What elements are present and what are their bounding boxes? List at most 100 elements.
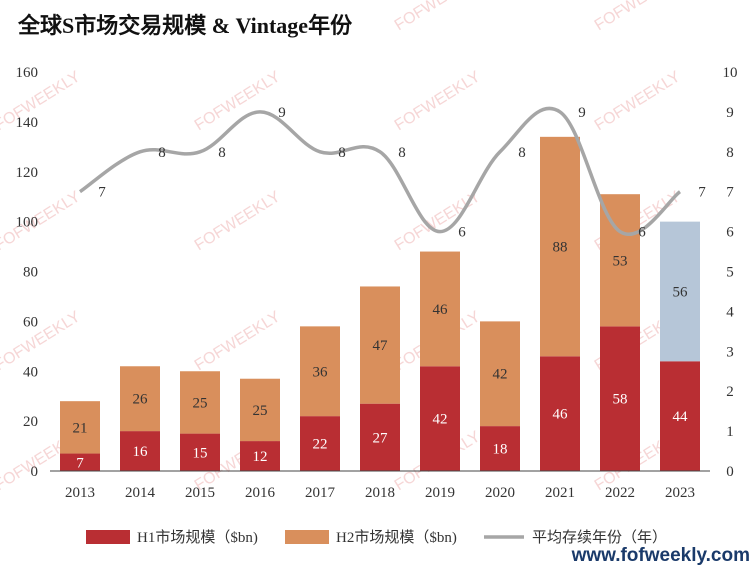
legend-swatch-h1 [86, 530, 130, 544]
x-tick-label: 2014 [125, 485, 156, 501]
line-point-label: 6 [458, 225, 466, 241]
y-left-tick-label: 100 [16, 215, 39, 231]
bar-h1-2020 [480, 426, 520, 471]
bar-h2-2023 [660, 221, 700, 362]
bar-label: 21 [73, 420, 88, 436]
line-point-label: 8 [218, 145, 226, 161]
y-left-tick-label: 140 [16, 115, 39, 131]
y-left-tick-label: 160 [16, 65, 39, 81]
bar-h1-2014 [120, 431, 160, 471]
bar-h2-2019 [420, 251, 460, 367]
line-point-label: 9 [278, 105, 286, 121]
bar-label: 47 [373, 338, 389, 354]
y-left-tick-label: 20 [23, 414, 38, 430]
watermark-text: FOFWEEKLY [192, 308, 284, 374]
bar-label: 12 [253, 449, 268, 465]
bar-h2-2021 [540, 136, 580, 357]
watermark-text: FOFWEEKLY [0, 308, 84, 374]
legend-label-line: 平均存续年份（年） [532, 529, 667, 546]
bar-label: 25 [253, 403, 268, 419]
x-tick-label: 2018 [365, 485, 395, 501]
watermark-text: FOFWEEKLY [592, 68, 684, 134]
line-point-label: 8 [338, 145, 346, 161]
x-tick-label: 2021 [545, 485, 575, 501]
x-tick-label: 2020 [485, 485, 515, 501]
x-tick-label: 2016 [245, 485, 276, 501]
x-tick-label: 2023 [665, 485, 695, 501]
line-point-label: 8 [518, 145, 526, 161]
bar-label: 15 [193, 445, 208, 461]
y-right-tick-label: 7 [726, 185, 734, 201]
y-right-tick-label: 3 [726, 344, 734, 360]
bar-h1-2017 [300, 416, 340, 471]
y-right-tick-label: 10 [723, 65, 738, 81]
bar-label: 36 [313, 364, 329, 380]
bar-label: 25 [193, 395, 208, 411]
bar-h1-2013 [60, 453, 100, 471]
line-point-label: 8 [398, 145, 406, 161]
bar-label: 46 [433, 302, 449, 318]
watermark-text: FOFWEEKLY [392, 68, 484, 134]
watermark-text: FOFWEEKLY [392, 0, 484, 34]
bars-layer: 7211626152512252236274742461842468858534… [60, 136, 700, 471]
bar-h1-2021 [540, 356, 580, 471]
bar-label: 53 [613, 253, 628, 269]
bar-h1-2023 [660, 361, 700, 471]
y-left-tick-label: 80 [23, 265, 38, 281]
bar-h2-2020 [480, 321, 520, 427]
bar-label: 42 [433, 412, 448, 428]
legend-label-h1: H1市场规模（$bn) [137, 529, 258, 546]
y-right-tick-label: 8 [726, 145, 734, 161]
bar-h1-2015 [180, 433, 220, 471]
bar-h1-2022 [600, 326, 640, 471]
y-right-tick-label: 1 [726, 424, 734, 440]
x-tick-label: 2019 [425, 485, 455, 501]
legend-label-h2: H2市场规模（$bn) [336, 529, 457, 546]
x-tick-label: 2015 [185, 485, 215, 501]
legend-swatch-h2 [285, 530, 329, 544]
watermark-text: FOFWEEKLY [592, 0, 684, 34]
bar-label: 18 [493, 442, 508, 458]
bar-label: 42 [493, 367, 508, 383]
bar-label: 27 [373, 430, 389, 446]
y-right-tick-label: 2 [726, 384, 734, 400]
bar-label: 58 [613, 392, 628, 408]
line-point-label: 9 [578, 105, 586, 121]
line-point-label: 7 [698, 185, 706, 201]
watermark-text: FOFWEEKLY [0, 188, 84, 254]
y-left-tick-label: 40 [23, 364, 38, 380]
bar-h2-2016 [240, 378, 280, 442]
line-layer: 7 8 8 9 8 8 6 8 9 6 7 [79, 105, 706, 241]
bar-label: 88 [553, 240, 568, 256]
bar-label: 56 [673, 284, 689, 300]
line-avg-vintage [79, 106, 682, 236]
y-left-tick-label: 120 [16, 165, 39, 181]
bar-label: 46 [553, 407, 569, 423]
watermark-text: FOFWEEKLY [0, 68, 84, 134]
y-right-tick-label: 5 [726, 265, 734, 281]
bar-h2-2015 [180, 371, 220, 434]
bar-h1-2016 [240, 441, 280, 471]
bar-h2-2018 [360, 286, 400, 404]
line-point-label: 7 [98, 185, 106, 201]
y-right-tick-label: 9 [726, 105, 734, 121]
line-point-label: 8 [158, 145, 166, 161]
y-left-tick-label: 0 [31, 464, 39, 480]
x-tick-label: 2022 [605, 485, 635, 501]
bar-label: 7 [76, 455, 84, 471]
bar-label: 44 [673, 409, 689, 425]
watermark-layer: FOFWEEKLY FOFWEEKLY FOFWEEKLY FOFWEEKLY FOFW… [0, 0, 684, 494]
y-right-tick-label: 4 [726, 304, 734, 320]
bar-h2-2014 [120, 366, 160, 432]
bar-label: 16 [133, 444, 149, 460]
bar-h1-2018 [360, 403, 400, 471]
x-tick-label: 2013 [65, 485, 95, 501]
bar-h1-2019 [420, 366, 460, 471]
bar-label: 26 [133, 392, 149, 408]
bar-h2-2017 [300, 326, 340, 417]
y-right-tick-label: 0 [726, 464, 734, 480]
footer-url: www.fofweekly.com [571, 545, 750, 566]
chart-title: 全球S市场交易规模 & Vintage年份 [18, 13, 353, 38]
